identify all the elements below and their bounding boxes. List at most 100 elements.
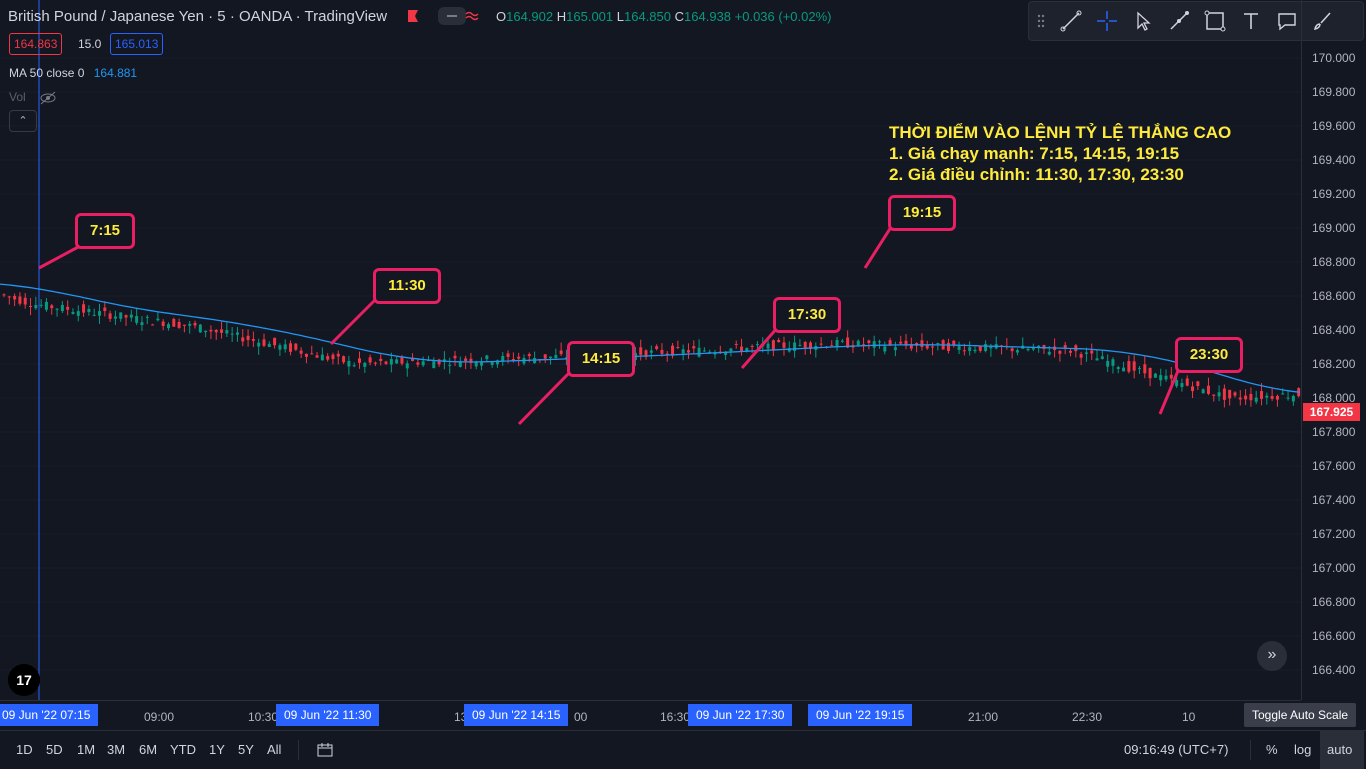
candle-body (1180, 383, 1184, 387)
candle-body (320, 354, 324, 361)
time-marker-label: 09 Jun '22 17:30 (688, 704, 793, 726)
price-label: 169.000 (1312, 221, 1356, 235)
candle-body (342, 356, 346, 363)
candle-body (883, 346, 887, 352)
candle-body (1206, 385, 1210, 394)
candle-body (655, 346, 659, 349)
eye-hidden-icon[interactable] (39, 91, 57, 105)
ma-legend[interactable]: MA 50 close 0 164.881 (9, 66, 137, 80)
brush-icon[interactable] (1305, 3, 1341, 39)
compare-icon[interactable] (456, 7, 484, 25)
price-chart[interactable] (0, 0, 1301, 700)
percent-toggle[interactable]: % (1266, 742, 1278, 757)
candle-body (23, 297, 27, 305)
range-5d-button[interactable]: 5D (46, 742, 63, 757)
measure-icon[interactable] (1161, 3, 1197, 39)
candle-body (1063, 345, 1067, 348)
candle-body (60, 304, 64, 312)
candle-body (1010, 348, 1014, 352)
win-rate-note[interactable]: THỜI ĐIỂM VÀO LỆNH TỶ LỆ THẮNG CAO 1. Gi… (889, 122, 1231, 185)
time-label: 10:30 (248, 710, 279, 724)
cursor-icon[interactable] (1125, 3, 1161, 39)
candle-body (140, 322, 144, 325)
candle-body (310, 353, 314, 355)
vol-legend[interactable]: Vol (9, 90, 57, 105)
candle-body (98, 311, 102, 316)
symbol-title[interactable]: British Pound / Japanese Yen · 5 · OANDA… (8, 8, 388, 25)
candle-body (18, 296, 22, 304)
candle-body (490, 362, 494, 365)
time-axis[interactable]: 09:00 10:30 13 00 16:30 21:00 22:30 10 0… (0, 700, 1301, 731)
callout-1915[interactable]: 19:15 (888, 195, 956, 231)
range-all-button[interactable]: All (267, 742, 282, 757)
date-range-icon[interactable] (316, 741, 334, 759)
candle-body (368, 357, 372, 363)
candle-body (1084, 352, 1088, 354)
text-icon[interactable] (1233, 3, 1269, 39)
candle-body (182, 324, 186, 326)
note-title: THỜI ĐIỂM VÀO LỆNH TỶ LỆ THẮNG CAO (889, 123, 1232, 142)
candle-body (294, 343, 298, 350)
candle-body (13, 295, 17, 300)
clock-display[interactable]: 09:16:49 (UTC+7) (1124, 742, 1229, 757)
range-3m-button[interactable]: 3M (107, 742, 126, 757)
low-label: L (616, 9, 624, 24)
candle-body (1015, 350, 1019, 353)
range-1y-button[interactable]: 1Y (209, 742, 225, 757)
range-6m-button[interactable]: 6M (139, 742, 158, 757)
candle-body (1058, 350, 1062, 354)
candle-body (676, 347, 680, 349)
candle-body (331, 354, 335, 360)
candle-body (702, 350, 706, 352)
callout-1130[interactable]: 11:30 (373, 268, 441, 304)
candle-body (931, 346, 935, 348)
auto-scale-toggle[interactable]: auto (1327, 742, 1353, 757)
candle-body (1031, 348, 1035, 350)
crosshair-icon[interactable] (1089, 3, 1125, 39)
sell-button[interactable]: 164.863 (9, 33, 63, 55)
range-1m-button[interactable]: 1M (77, 742, 96, 757)
callout-1730[interactable]: 17:30 (773, 297, 841, 333)
comment-icon[interactable] (1269, 3, 1305, 39)
candle-body (978, 346, 982, 351)
candle-body (283, 344, 287, 350)
range-1d-button[interactable]: 1D (16, 742, 33, 757)
log-toggle[interactable]: log (1294, 742, 1312, 757)
tradingview-logo[interactable]: 17 (8, 664, 40, 696)
candle-body (135, 316, 139, 323)
more-options-icon[interactable] (438, 7, 466, 25)
candle-body (389, 359, 393, 365)
candle-body (1148, 367, 1152, 379)
range-ytd-button[interactable]: YTD (170, 742, 196, 757)
drag-handle-icon[interactable] (1029, 3, 1053, 39)
callout-0715[interactable]: 7:15 (75, 213, 135, 249)
candle-body (750, 345, 754, 347)
candle-body (1127, 361, 1131, 372)
candle-body (34, 304, 38, 309)
rectangle-icon[interactable] (1197, 3, 1233, 39)
price-axis[interactable]: 170.000 169.800 169.600 169.400 169.200 169.0… (1301, 0, 1366, 700)
collapse-legend-button[interactable]: ⌃ (9, 110, 37, 132)
flag-icon[interactable] (408, 10, 418, 22)
time-label: 00 (574, 710, 588, 724)
buy-button[interactable]: 165.013 (110, 33, 164, 55)
candle-body (1238, 397, 1242, 400)
candle-body (846, 337, 850, 348)
range-5y-button[interactable]: 5Y (238, 742, 254, 757)
candle-body (1079, 354, 1083, 358)
time-label: 21:00 (968, 710, 999, 724)
candle-body (124, 315, 128, 318)
callout-1415[interactable]: 14:15 (567, 341, 635, 377)
candle-body (798, 344, 802, 346)
candle-body (336, 353, 340, 357)
callout-2330[interactable]: 23:30 (1175, 337, 1243, 373)
change-value: +0.036 (+0.02%) (734, 9, 832, 24)
candle-body (1116, 367, 1120, 369)
candle-body (384, 361, 388, 364)
candle-body (474, 361, 478, 367)
scroll-to-realtime-button[interactable]: » (1257, 641, 1287, 671)
candle-body (347, 360, 351, 367)
trend-line-icon[interactable] (1053, 3, 1089, 39)
candle-body (1291, 395, 1295, 402)
auto-scale-tooltip: Toggle Auto Scale (1244, 703, 1357, 727)
